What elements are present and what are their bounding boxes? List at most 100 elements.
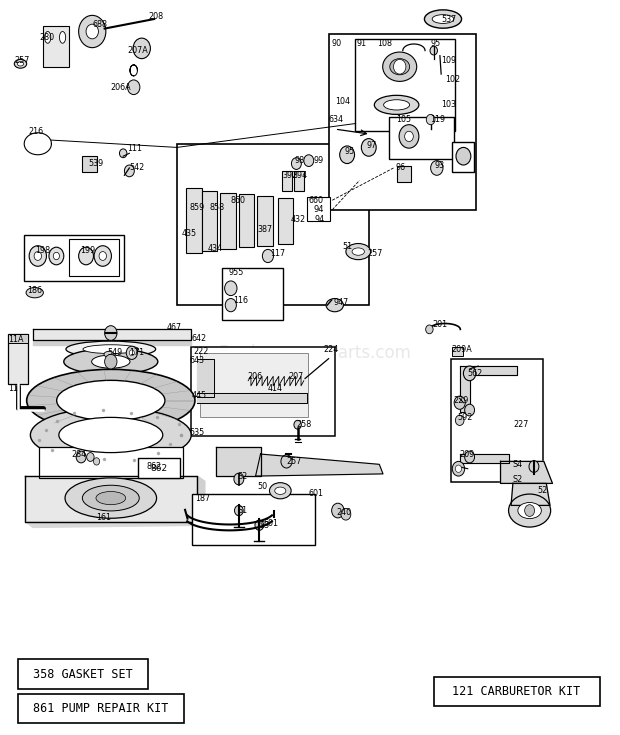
Text: 660: 660 xyxy=(309,196,324,205)
Circle shape xyxy=(120,149,127,158)
Text: 414: 414 xyxy=(268,384,283,392)
Text: 862: 862 xyxy=(151,464,167,473)
Bar xyxy=(202,190,217,251)
Text: 258: 258 xyxy=(296,420,312,429)
Text: 642: 642 xyxy=(191,334,206,343)
Bar xyxy=(82,157,97,173)
Text: 209: 209 xyxy=(459,450,475,459)
Circle shape xyxy=(294,420,301,429)
Text: 208: 208 xyxy=(148,12,163,21)
Bar xyxy=(239,194,254,247)
Text: 643: 643 xyxy=(189,356,205,365)
Text: 105: 105 xyxy=(397,115,412,124)
Bar xyxy=(282,171,292,191)
Text: S2: S2 xyxy=(237,472,247,481)
Circle shape xyxy=(105,326,117,340)
Circle shape xyxy=(34,251,42,260)
Text: 206: 206 xyxy=(247,372,262,381)
Text: 392: 392 xyxy=(282,171,298,180)
Text: 467: 467 xyxy=(167,323,182,331)
Text: 104: 104 xyxy=(335,98,350,107)
Polygon shape xyxy=(25,476,197,522)
Ellipse shape xyxy=(374,96,419,115)
Bar xyxy=(257,196,273,245)
Ellipse shape xyxy=(60,32,66,43)
Text: 11: 11 xyxy=(8,384,18,392)
Text: 50: 50 xyxy=(257,482,268,491)
Text: 117: 117 xyxy=(270,249,285,258)
Bar xyxy=(389,117,454,159)
Circle shape xyxy=(361,139,376,157)
Circle shape xyxy=(291,158,301,170)
Ellipse shape xyxy=(82,485,140,511)
Text: 542: 542 xyxy=(130,163,144,173)
Circle shape xyxy=(133,38,151,59)
Circle shape xyxy=(455,465,461,473)
Circle shape xyxy=(86,24,99,39)
Polygon shape xyxy=(25,522,205,528)
Bar xyxy=(18,694,184,723)
Bar xyxy=(191,347,335,437)
Text: 207: 207 xyxy=(288,372,304,381)
Text: 257: 257 xyxy=(367,249,383,258)
Circle shape xyxy=(455,415,464,426)
Circle shape xyxy=(427,115,435,125)
Circle shape xyxy=(332,503,344,518)
Circle shape xyxy=(125,165,135,176)
Text: 445: 445 xyxy=(191,391,206,400)
Circle shape xyxy=(464,404,474,416)
Text: 109: 109 xyxy=(441,57,456,65)
Circle shape xyxy=(234,473,244,485)
Text: 387: 387 xyxy=(257,225,273,234)
Text: 98: 98 xyxy=(294,156,304,165)
Text: 199: 199 xyxy=(80,245,95,254)
Text: 859: 859 xyxy=(189,203,205,212)
Text: 860: 860 xyxy=(231,196,246,205)
Circle shape xyxy=(255,520,264,531)
Text: 97: 97 xyxy=(367,141,377,151)
Text: 207A: 207A xyxy=(128,46,148,55)
Circle shape xyxy=(130,350,135,356)
Circle shape xyxy=(340,146,355,164)
Ellipse shape xyxy=(326,298,343,312)
Circle shape xyxy=(281,455,292,468)
Text: 257: 257 xyxy=(14,57,30,65)
Text: 601: 601 xyxy=(309,490,324,498)
Text: 11A: 11A xyxy=(8,335,24,344)
Text: 121 CARBURETOR KIT: 121 CARBURETOR KIT xyxy=(453,685,581,698)
Circle shape xyxy=(29,245,46,266)
Ellipse shape xyxy=(59,417,163,453)
Bar xyxy=(329,34,476,209)
Polygon shape xyxy=(511,484,550,506)
Circle shape xyxy=(341,509,351,520)
Text: 222: 222 xyxy=(193,347,209,356)
Text: 601: 601 xyxy=(264,518,278,528)
Circle shape xyxy=(128,80,140,95)
Text: 535: 535 xyxy=(189,428,205,437)
Circle shape xyxy=(399,125,419,148)
Bar xyxy=(278,198,293,243)
Circle shape xyxy=(126,346,138,359)
Ellipse shape xyxy=(352,248,365,255)
Polygon shape xyxy=(469,366,517,375)
Text: 90: 90 xyxy=(332,39,342,48)
Ellipse shape xyxy=(56,380,165,420)
Text: 257: 257 xyxy=(286,457,302,466)
Polygon shape xyxy=(255,454,383,476)
Circle shape xyxy=(452,462,464,476)
Circle shape xyxy=(53,252,60,259)
Text: 229: 229 xyxy=(453,396,469,405)
Polygon shape xyxy=(33,329,191,340)
Bar xyxy=(397,166,412,182)
Circle shape xyxy=(94,245,112,266)
Text: 549: 549 xyxy=(107,348,122,357)
Text: 91: 91 xyxy=(356,39,366,48)
Bar xyxy=(355,39,454,131)
Bar xyxy=(186,188,202,253)
Bar xyxy=(8,334,28,343)
Ellipse shape xyxy=(384,100,410,110)
Ellipse shape xyxy=(65,478,157,518)
Text: 171: 171 xyxy=(130,348,144,357)
Bar xyxy=(222,268,283,320)
Text: 537: 537 xyxy=(441,15,456,24)
